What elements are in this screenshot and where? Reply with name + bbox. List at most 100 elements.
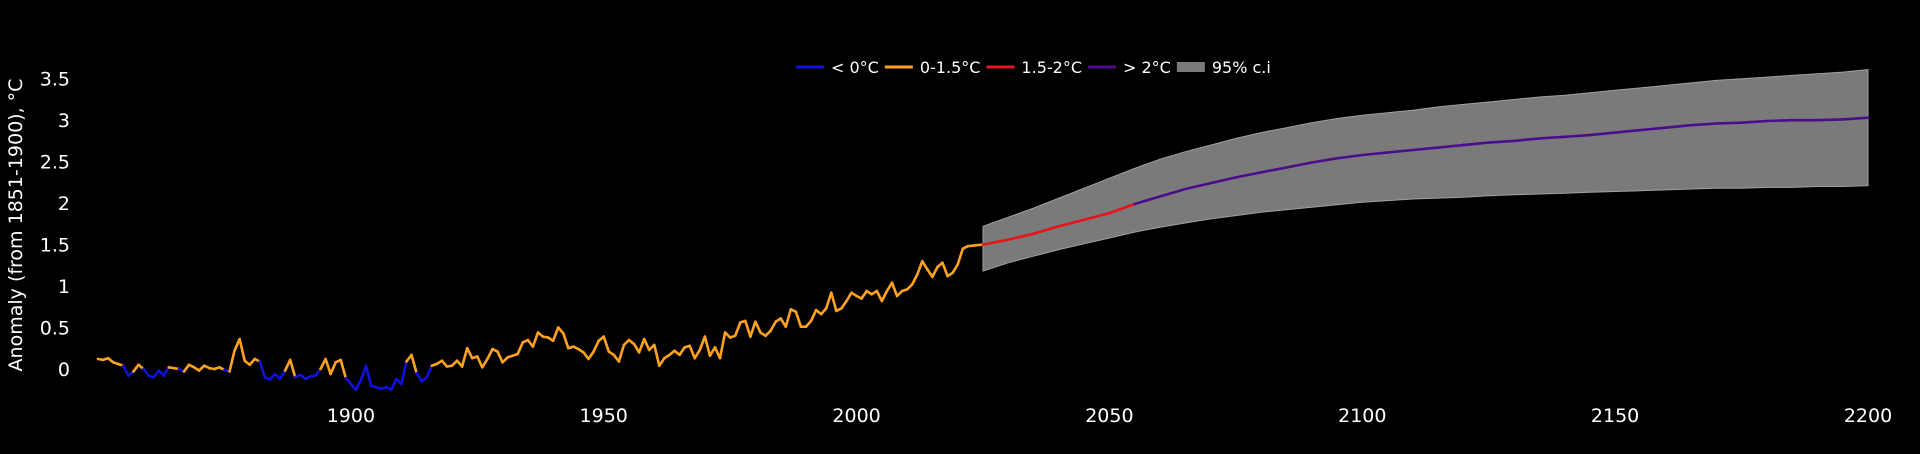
y-tick-label: 2.5 xyxy=(40,152,70,174)
legend: < 0°C 0-1.5°C 1.5-2°C > 2°C 95% c.i xyxy=(796,58,1271,77)
series-segment-zero-to-1-5 xyxy=(678,346,686,357)
ci-band-layer xyxy=(982,69,1869,272)
series-segment-zero-to-1-5 xyxy=(910,273,919,286)
series-segment-below-zero xyxy=(162,365,171,377)
series-segment-zero-to-1-5 xyxy=(708,346,717,358)
series-segment-zero-to-1-5 xyxy=(288,358,297,379)
series-segment-above-2 xyxy=(1538,135,1566,140)
series-segment-zero-to-1-5 xyxy=(283,358,292,372)
series-segment-zero-to-1-5 xyxy=(718,331,727,360)
series-segment-zero-to-1-5 xyxy=(486,347,494,361)
x-tick-label: 2200 xyxy=(1844,405,1892,427)
series-segment-above-2 xyxy=(1259,166,1288,174)
series-segment-above-2 xyxy=(1664,123,1693,129)
series-segment-zero-to-1-5 xyxy=(693,348,702,360)
y-tick-label: 1.5 xyxy=(40,235,70,257)
series-segment-zero-to-1-5 xyxy=(516,341,525,356)
x-tick-label: 2050 xyxy=(1085,405,1133,427)
series-segment-above-2 xyxy=(1209,176,1238,185)
series-segment-zero-to-1-5 xyxy=(926,268,934,279)
series-segment-zero-to-1-5 xyxy=(743,319,752,338)
legend-swatch-ci xyxy=(1176,62,1205,72)
series-segment-zero-to-1-5 xyxy=(840,299,848,310)
series-segment-above-2 xyxy=(1740,119,1769,124)
y-tick-label: 0.5 xyxy=(40,318,70,340)
legend-entry-label: 0-1.5°C xyxy=(920,58,981,77)
series-segment-zero-to-1-5 xyxy=(703,335,712,358)
series-segment-zero-to-1-5 xyxy=(915,259,924,276)
series-segment-above-2 xyxy=(1487,139,1516,144)
series-segment-below-zero xyxy=(364,364,373,387)
series-segment-zero-to-1-5 xyxy=(132,363,140,373)
series-segment-zero-to-1-5 xyxy=(602,335,611,353)
series-segment-zero-to-1-5 xyxy=(956,247,965,266)
series-segment-above-2 xyxy=(1411,146,1440,152)
series-segment-zero-to-1-5 xyxy=(890,281,899,298)
series-segment-zero-to-1-5 xyxy=(829,291,838,313)
series-segment-zero-to-1-5 xyxy=(496,350,504,364)
x-tick-label: 2100 xyxy=(1338,405,1386,427)
series-segment-above-2 xyxy=(1563,133,1592,139)
y-tick-label: 3.5 xyxy=(40,69,70,91)
y-axis-label: Anomaly (from 1851-1900), °C xyxy=(5,79,27,372)
series-segment-below-zero xyxy=(314,367,322,377)
series-segment-above-2 xyxy=(1184,181,1212,191)
series-line-layer xyxy=(96,116,1870,392)
series-segment-zero-to-1-5 xyxy=(880,289,889,303)
series-segment-zero-to-1-5 xyxy=(329,360,338,376)
series-segment-one-5-to-2 xyxy=(981,238,1010,246)
series-segment-zero-to-1-5 xyxy=(698,335,707,352)
series-segment-above-2 xyxy=(1386,148,1415,154)
series-segment-zero-to-1-5 xyxy=(860,289,869,300)
series-segment-zero-to-1-5 xyxy=(652,343,661,368)
series-segment-zero-to-1-5 xyxy=(182,363,191,373)
series-segment-above-2 xyxy=(1158,187,1187,198)
legend-entry-label: 95% c.i xyxy=(1212,58,1271,77)
series-segment-zero-to-1-5 xyxy=(809,308,818,323)
series-segment-above-2 xyxy=(1639,126,1667,132)
series-segment-zero-to-1-5 xyxy=(592,339,601,353)
legend-entry-label: > 2°C xyxy=(1123,58,1171,77)
series-segment-above-2 xyxy=(1765,118,1794,123)
y-tick-label: 3 xyxy=(58,110,70,132)
series-segment-zero-to-1-5 xyxy=(688,344,697,360)
series-segment-above-2 xyxy=(1588,131,1617,137)
series-segment-below-zero xyxy=(142,367,150,377)
series-segment-zero-to-1-5 xyxy=(465,346,474,360)
series-segment-one-5-to-2 xyxy=(1082,211,1111,221)
y-tick-label: 0 xyxy=(58,359,70,381)
series-segment-zero-to-1-5 xyxy=(531,331,540,348)
series-segment-below-zero xyxy=(152,369,160,379)
series-segment-zero-to-1-5 xyxy=(754,320,762,334)
series-segment-zero-to-1-5 xyxy=(617,343,626,363)
series-segment-above-2 xyxy=(1816,118,1844,122)
series-segment-above-2 xyxy=(1310,157,1339,164)
series-segment-above-2 xyxy=(1133,195,1162,206)
series-segment-below-zero xyxy=(415,371,424,383)
series-segment-zero-to-1-5 xyxy=(460,346,469,368)
series-segment-zero-to-1-5 xyxy=(238,337,246,363)
series-segment-zero-to-1-5 xyxy=(657,356,666,368)
series-segment-zero-to-1-5 xyxy=(824,291,833,310)
x-tick-label: 2150 xyxy=(1591,405,1639,427)
series-segment-zero-to-1-5 xyxy=(480,357,489,369)
y-tick-label: 1 xyxy=(58,276,70,298)
series-segment-zero-to-1-5 xyxy=(931,265,939,279)
series-segment-above-2 xyxy=(1613,128,1642,134)
series-segment-below-zero xyxy=(278,369,287,381)
series-segment-below-zero xyxy=(359,364,368,382)
x-axis: 1900 1950 2000 2050 2100 2150 2200 xyxy=(327,405,1892,427)
series-segment-zero-to-1-5 xyxy=(339,358,348,380)
series-segment-below-zero xyxy=(122,364,130,377)
y-axis: 0 0.5 1 1.5 2 2.5 3 3.5 xyxy=(40,69,70,381)
series-segment-zero-to-1-5 xyxy=(587,350,595,361)
series-segment-zero-to-1-5 xyxy=(475,355,484,369)
series-segment-zero-to-1-5 xyxy=(228,349,236,373)
legend-entry-label: < 0°C xyxy=(831,58,879,77)
series-segment-below-zero xyxy=(389,377,398,392)
series-segment-zero-to-1-5 xyxy=(941,261,949,278)
series-segment-zero-to-1-5 xyxy=(845,291,853,303)
